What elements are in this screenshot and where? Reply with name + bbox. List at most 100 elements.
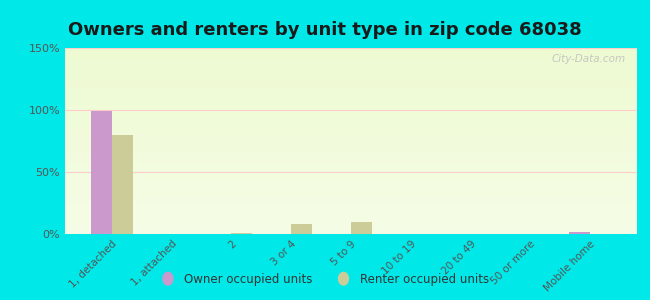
Bar xyxy=(65,181,637,182)
Bar xyxy=(65,187,637,188)
Bar xyxy=(65,88,637,89)
Bar xyxy=(65,210,637,211)
Bar xyxy=(65,195,637,196)
Bar xyxy=(65,209,637,210)
Bar xyxy=(65,99,637,100)
Bar xyxy=(65,197,637,198)
Bar xyxy=(65,178,637,179)
Bar xyxy=(65,125,637,126)
Bar xyxy=(569,232,590,234)
Bar xyxy=(65,189,637,190)
Bar xyxy=(65,148,637,149)
Bar xyxy=(65,232,637,233)
Bar xyxy=(65,77,637,78)
Bar xyxy=(65,191,637,192)
Bar xyxy=(65,183,637,184)
Bar xyxy=(65,82,637,83)
Bar xyxy=(65,142,637,143)
Bar xyxy=(65,205,637,206)
Bar xyxy=(65,110,637,111)
Bar xyxy=(65,116,637,117)
Bar xyxy=(65,112,637,113)
Bar xyxy=(65,113,637,114)
Bar xyxy=(65,73,637,74)
Bar xyxy=(65,127,637,128)
Bar xyxy=(65,84,637,85)
Bar xyxy=(65,122,637,123)
Bar xyxy=(65,133,637,134)
Bar xyxy=(65,123,637,124)
Bar xyxy=(65,152,637,153)
Bar xyxy=(65,86,637,87)
Bar xyxy=(65,49,637,50)
Bar xyxy=(65,227,637,228)
Bar xyxy=(65,56,637,57)
Bar xyxy=(65,222,637,223)
Bar xyxy=(65,177,637,178)
Bar xyxy=(291,224,312,234)
Bar xyxy=(65,154,637,155)
Bar xyxy=(65,59,637,60)
Bar xyxy=(65,61,637,62)
Bar xyxy=(65,90,637,91)
Bar xyxy=(65,98,637,99)
Bar xyxy=(65,157,637,158)
Bar xyxy=(65,164,637,165)
Bar xyxy=(65,214,637,215)
Bar xyxy=(65,156,637,157)
Bar xyxy=(65,118,637,119)
Bar xyxy=(65,70,637,71)
Bar xyxy=(65,50,637,51)
Bar xyxy=(65,106,637,107)
Bar xyxy=(231,233,252,234)
Bar xyxy=(65,199,637,200)
Text: Owners and renters by unit type in zip code 68038: Owners and renters by unit type in zip c… xyxy=(68,21,582,39)
Bar xyxy=(65,131,637,132)
Text: City-Data.com: City-Data.com xyxy=(551,54,625,64)
Bar xyxy=(65,114,637,115)
Bar xyxy=(65,228,637,229)
Bar xyxy=(65,119,637,120)
Bar xyxy=(65,202,637,203)
Bar xyxy=(65,82,637,83)
Bar xyxy=(65,160,637,161)
Bar xyxy=(65,64,637,65)
Bar xyxy=(65,95,637,96)
Bar xyxy=(65,168,637,169)
Bar xyxy=(65,163,637,164)
Bar xyxy=(65,204,637,205)
Bar xyxy=(65,75,637,76)
Bar xyxy=(65,150,637,151)
Bar xyxy=(65,153,637,154)
Bar xyxy=(65,96,637,97)
Bar xyxy=(65,135,637,136)
Bar xyxy=(65,162,637,163)
Bar xyxy=(65,196,637,197)
Bar xyxy=(65,173,637,175)
Bar xyxy=(65,126,637,127)
Bar xyxy=(65,83,637,84)
Bar xyxy=(65,108,637,110)
Bar xyxy=(65,107,637,108)
Bar xyxy=(112,135,133,234)
Bar xyxy=(65,134,637,135)
Bar xyxy=(65,52,637,53)
Bar xyxy=(65,63,637,64)
Bar xyxy=(65,194,637,195)
Bar xyxy=(65,179,637,180)
Bar xyxy=(65,92,637,93)
Bar xyxy=(65,121,637,122)
Bar xyxy=(65,160,637,161)
Legend: Owner occupied units, Renter occupied units: Owner occupied units, Renter occupied un… xyxy=(156,269,494,291)
Bar xyxy=(65,129,637,130)
Bar xyxy=(65,176,637,177)
Bar xyxy=(65,190,637,191)
Bar xyxy=(65,94,637,95)
Bar xyxy=(65,136,637,137)
Bar xyxy=(65,71,637,72)
Bar xyxy=(65,224,637,225)
Bar xyxy=(65,144,637,145)
Bar xyxy=(65,161,637,162)
Bar xyxy=(65,80,637,82)
Bar xyxy=(65,132,637,133)
